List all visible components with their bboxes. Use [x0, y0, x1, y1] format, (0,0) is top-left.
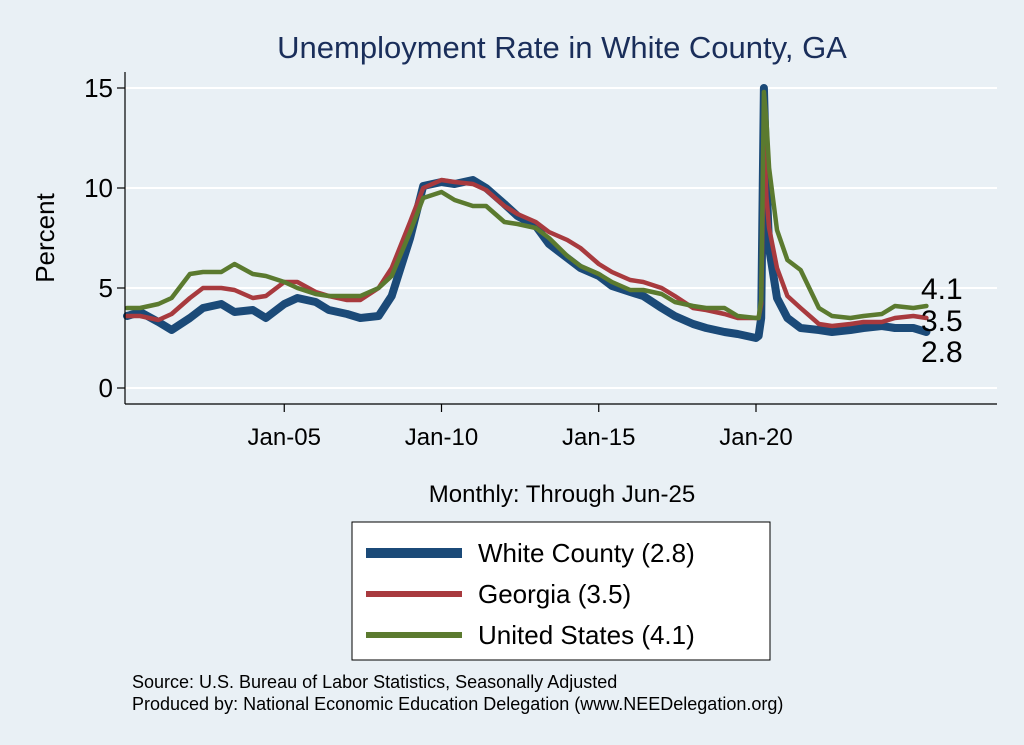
- legend: White County (2.8) Georgia (3.5) United St…: [366, 538, 695, 650]
- x-tick-label: Jan-05: [248, 424, 321, 451]
- chart-title: Unemployment Rate in White County, GA: [277, 30, 847, 65]
- y-axis-label: Percent: [30, 192, 60, 282]
- legend-label-0: White County (2.8): [478, 538, 695, 568]
- produced-line: Produced by: National Economic Education…: [132, 694, 783, 714]
- end-label-0: 2.8: [921, 336, 963, 369]
- grid-lines: [125, 87, 997, 389]
- y-tick-label: 0: [99, 373, 113, 403]
- x-tick-label: Jan-15: [562, 424, 635, 451]
- end-label-2: 4.1: [921, 273, 963, 306]
- y-tick-label: 10: [84, 173, 113, 203]
- legend-label-1: Georgia (3.5): [478, 579, 631, 609]
- y-tick-label: 5: [99, 273, 113, 303]
- y-tick-label: 15: [84, 73, 113, 103]
- legend-label-2: United States (4.1): [478, 620, 695, 650]
- x-tick-label: Jan-10: [405, 424, 478, 451]
- series-line-1: [124, 135, 929, 329]
- end-labels: 2.83.54.1: [921, 273, 963, 369]
- end-label-1: 3.5: [921, 305, 963, 338]
- series-lines: [123, 84, 931, 342]
- x-axis-label: Monthly: Through Jun-25: [429, 481, 695, 508]
- series-line-2: [124, 89, 929, 321]
- source-line: Source: U.S. Bureau of Labor Statistics,…: [132, 672, 617, 692]
- x-axis-ticks: Jan-05 Jan-10 Jan-15 Jan-20: [248, 404, 793, 451]
- y-axis-ticks: 0 5 10 15: [84, 73, 125, 403]
- x-tick-label: Jan-20: [719, 424, 792, 451]
